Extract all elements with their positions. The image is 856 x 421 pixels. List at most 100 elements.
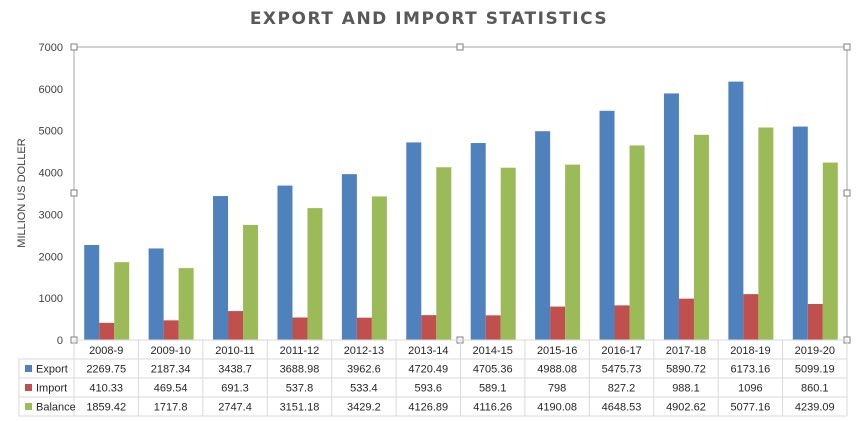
- data-label: 5077.16: [730, 402, 770, 414]
- y-tick-label: 0: [57, 335, 63, 347]
- y-tick-label: 5000: [39, 126, 63, 138]
- x-tick-label: 2010-11: [215, 345, 255, 357]
- data-label: 4116.26: [473, 402, 512, 414]
- data-label: 5099.19: [795, 364, 835, 376]
- bar-import: [614, 305, 630, 340]
- bar-import: [421, 315, 437, 340]
- bar-export: [84, 244, 100, 340]
- x-tick-label: 2017-18: [666, 345, 706, 357]
- bar-balance: [693, 134, 709, 340]
- data-label: 593.6: [415, 383, 443, 395]
- data-label: 4239.09: [795, 402, 835, 414]
- bar-import: [550, 306, 566, 340]
- data-label: 2187.34: [151, 364, 191, 376]
- x-tick-label: 2015-16: [537, 345, 577, 357]
- resize-handle: [843, 43, 851, 51]
- bar-export: [535, 131, 551, 340]
- bar-balance: [629, 145, 645, 340]
- y-tick-label: 6000: [39, 84, 63, 96]
- data-label: 691.3: [221, 383, 249, 395]
- resize-handle: [456, 43, 464, 51]
- x-tick-label: 2016-17: [601, 345, 641, 357]
- data-label: 4720.49: [408, 364, 448, 376]
- bar-import: [99, 322, 115, 340]
- legend-entry: Import: [36, 383, 67, 395]
- bar-export: [792, 126, 808, 341]
- x-tick-label: 2018-19: [730, 345, 770, 357]
- data-label: 533.4: [350, 383, 378, 395]
- y-tick-label: 1000: [39, 293, 63, 305]
- bar-import: [292, 317, 308, 340]
- data-label: 798: [548, 383, 566, 395]
- data-label: 6173.16: [730, 364, 770, 376]
- data-label: 2269.75: [86, 364, 126, 376]
- data-label: 3151.18: [280, 402, 320, 414]
- bar-export: [470, 143, 486, 340]
- bar-import: [228, 311, 244, 340]
- data-label: 860.1: [801, 383, 829, 395]
- data-label: 537.8: [286, 383, 314, 395]
- data-label: 1096: [738, 383, 762, 395]
- data-label: 4190.08: [537, 402, 577, 414]
- data-label: 1859.42: [86, 402, 126, 414]
- data-label: 469.54: [154, 383, 188, 395]
- bar-balance: [371, 196, 387, 340]
- bar-export: [148, 248, 164, 340]
- legend-swatch: [25, 403, 32, 410]
- data-label: 2747.4: [218, 402, 252, 414]
- data-label: 4648.53: [602, 402, 642, 414]
- data-label: 5890.72: [666, 364, 706, 376]
- data-label: 589.1: [479, 383, 507, 395]
- data-label: 3688.98: [280, 364, 320, 376]
- bar-balance: [500, 167, 516, 340]
- bar-balance: [822, 162, 838, 340]
- legend-swatch: [25, 365, 32, 372]
- resize-handle: [70, 43, 78, 51]
- data-table: 2008-9 2009-10 2010-11 2011-12 2012-13 2013-1…: [18, 339, 848, 417]
- bar-import: [163, 320, 179, 340]
- bar-export: [406, 142, 422, 340]
- data-label: 4126.89: [408, 402, 448, 414]
- x-tick-label: 2009-10: [150, 345, 190, 357]
- x-tick-label: 2011-12: [280, 345, 320, 357]
- y-tick-label: 3000: [39, 209, 63, 221]
- legend-swatch: [25, 384, 32, 391]
- resize-handle: [70, 189, 78, 197]
- chart-title: EXPORT AND IMPORT STATISTICS: [250, 9, 608, 29]
- data-label: 3438.7: [218, 364, 252, 376]
- bar-balance: [243, 225, 259, 340]
- y-tick-label: 2000: [39, 251, 63, 263]
- bar-export: [341, 174, 357, 340]
- bar-balance: [565, 164, 581, 340]
- resize-handle: [843, 189, 851, 197]
- data-label: 3962.6: [347, 364, 381, 376]
- y-tick-label: 4000: [39, 168, 63, 180]
- bar-balance: [178, 268, 194, 340]
- x-tick-label: 2019-20: [795, 345, 835, 357]
- bars: [84, 81, 838, 341]
- data-label: 4988.08: [537, 364, 577, 376]
- x-tick-label: 2013-14: [408, 345, 448, 357]
- data-label: 4705.36: [473, 364, 513, 376]
- bar-import: [485, 315, 501, 340]
- bar-balance: [307, 208, 323, 340]
- bar-balance: [114, 262, 130, 340]
- data-label: 827.2: [608, 383, 636, 395]
- y-axis-label: MILLION US DOLLER: [16, 138, 28, 247]
- bar-import: [743, 294, 759, 340]
- y-tick-label: 7000: [39, 42, 63, 54]
- data-label: 1717.8: [154, 402, 188, 414]
- x-tick-label: 2008-9: [89, 345, 123, 357]
- data-label: 988.1: [672, 383, 700, 395]
- bar-export: [663, 93, 679, 340]
- bar-export: [599, 110, 615, 340]
- bar-import: [678, 298, 694, 340]
- bar-balance: [436, 167, 452, 340]
- data-label: 410.33: [89, 383, 123, 395]
- x-tick-label: 2012-13: [344, 345, 384, 357]
- data-label: 5475.73: [602, 364, 642, 376]
- bar-export: [213, 196, 229, 340]
- legend-entry: Export: [36, 364, 68, 376]
- bar-import: [807, 303, 823, 340]
